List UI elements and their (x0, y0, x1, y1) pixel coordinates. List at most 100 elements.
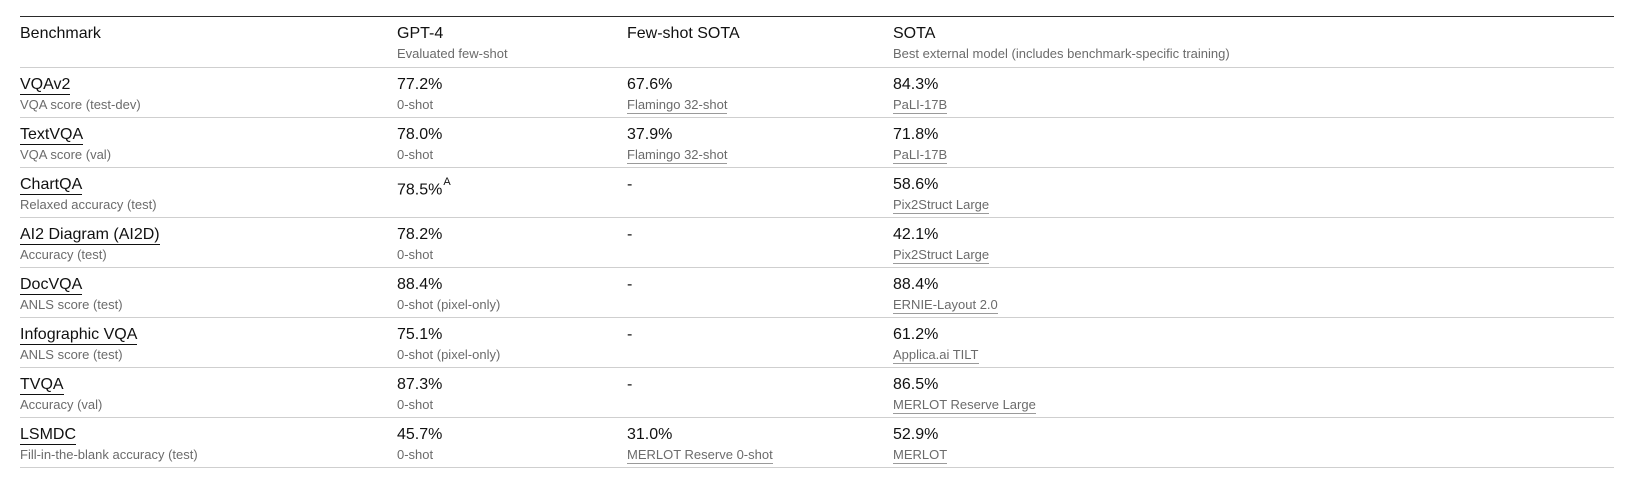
gpt4-cell: 78.5%A (397, 168, 622, 217)
sota-model-link[interactable]: ERNIE-Layout 2.0 (893, 297, 998, 314)
benchmark-metric: Accuracy (test) (20, 247, 107, 262)
fewshot-cell: - (627, 368, 907, 417)
sota-model-link[interactable]: Pix2Struct Large (893, 247, 990, 264)
benchmark-link[interactable]: ChartQA (20, 176, 83, 195)
header-fewshot: Few-shot SOTA (627, 25, 740, 42)
gpt4-score: 77.2% (397, 76, 443, 93)
gpt4-score: 75.1% (397, 326, 443, 343)
benchmark-link[interactable]: TVQA (20, 376, 64, 395)
gpt4-setting: 0-shot (397, 97, 434, 112)
gpt4-setting: 0-shot (pixel-only) (397, 297, 501, 312)
header-sota-sub: Best external model (includes benchmark-… (893, 46, 1230, 61)
header-cell-benchmark: Benchmark (20, 17, 390, 67)
header-sota: SOTA (893, 25, 936, 42)
header-gpt4: GPT-4 (397, 25, 444, 42)
sota-score: 71.8% (893, 126, 939, 143)
gpt4-setting: 0-shot (397, 397, 434, 412)
table-body: VQAv2 VQA score (test-dev) 77.2% 0-shot … (20, 68, 1614, 468)
sota-score: 52.9% (893, 426, 939, 443)
gpt4-score: 88.4% (397, 276, 443, 293)
header-cell-sota: SOTA Best external model (includes bench… (893, 17, 1593, 67)
sota-cell: 52.9% MERLOT (893, 418, 1593, 467)
sota-model-link[interactable]: PaLI-17B (893, 147, 948, 164)
benchmark-cell: ChartQA Relaxed accuracy (test) (20, 168, 390, 217)
gpt4-cell: 87.3% 0-shot (397, 368, 622, 417)
gpt4-score: 45.7% (397, 426, 443, 443)
header-gpt4-sub: Evaluated few-shot (397, 46, 508, 61)
gpt4-setting: 0-shot (397, 147, 434, 162)
gpt4-setting: 0-shot (397, 447, 434, 462)
fewshot-cell: 37.9% Flamingo 32-shot (627, 118, 907, 167)
benchmark-link[interactable]: LSMDC (20, 426, 77, 445)
benchmark-link[interactable]: VQAv2 (20, 76, 71, 95)
benchmark-link[interactable]: TextVQA (20, 126, 84, 145)
header-benchmark: Benchmark (20, 25, 101, 42)
fewshot-cell: - (627, 268, 907, 317)
fewshot-cell: 67.6% Flamingo 32-shot (627, 68, 907, 117)
fewshot-cell: - (627, 218, 907, 267)
benchmark-cell: VQAv2 VQA score (test-dev) (20, 68, 390, 117)
header-cell-gpt4: GPT-4 Evaluated few-shot (397, 17, 622, 67)
benchmark-link[interactable]: AI2 Diagram (AI2D) (20, 226, 160, 245)
gpt4-score: 78.2% (397, 226, 443, 243)
benchmark-metric: Relaxed accuracy (test) (20, 197, 157, 212)
table-row: AI2 Diagram (AI2D) Accuracy (test) 78.2%… (20, 218, 1614, 268)
benchmark-link[interactable]: DocVQA (20, 276, 83, 295)
gpt4-cell: 45.7% 0-shot (397, 418, 622, 467)
fewshot-cell: - (627, 168, 907, 217)
gpt4-setting: 0-shot (397, 247, 434, 262)
gpt4-cell: 75.1% 0-shot (pixel-only) (397, 318, 622, 367)
gpt4-score: 78.5% (397, 181, 443, 199)
benchmark-table: Benchmark GPT-4 Evaluated few-shot Few-s… (20, 16, 1614, 468)
sota-score: 58.6% (893, 176, 939, 193)
sota-cell: 71.8% PaLI-17B (893, 118, 1593, 167)
fewshot-cell: - (627, 318, 907, 367)
sota-model-link[interactable]: MERLOT (893, 447, 948, 464)
gpt4-cell: 78.0% 0-shot (397, 118, 622, 167)
benchmark-metric: ANLS score (test) (20, 347, 123, 362)
table-row: TextVQA VQA score (val) 78.0% 0-shot 37.… (20, 118, 1614, 168)
fewshot-score: - (627, 376, 633, 393)
benchmark-cell: AI2 Diagram (AI2D) Accuracy (test) (20, 218, 390, 267)
benchmark-cell: TVQA Accuracy (val) (20, 368, 390, 417)
fewshot-score: - (627, 226, 633, 243)
sota-cell: 88.4% ERNIE-Layout 2.0 (893, 268, 1593, 317)
sota-score: 84.3% (893, 76, 939, 93)
benchmark-cell: DocVQA ANLS score (test) (20, 268, 390, 317)
benchmark-metric: ANLS score (test) (20, 297, 123, 312)
fewshot-model-link[interactable]: Flamingo 32-shot (627, 97, 728, 114)
table-row: DocVQA ANLS score (test) 88.4% 0-shot (p… (20, 268, 1614, 318)
sota-model-link[interactable]: PaLI-17B (893, 97, 948, 114)
benchmark-metric: VQA score (val) (20, 147, 112, 162)
benchmark-metric: Fill-in-the-blank accuracy (test) (20, 447, 198, 462)
sota-cell: 42.1% Pix2Struct Large (893, 218, 1593, 267)
sota-cell: 58.6% Pix2Struct Large (893, 168, 1593, 217)
fewshot-score: - (627, 326, 633, 343)
fewshot-score: - (627, 276, 633, 293)
fewshot-score: 37.9% (627, 126, 673, 143)
gpt4-score: 78.0% (397, 126, 443, 143)
gpt4-cell: 88.4% 0-shot (pixel-only) (397, 268, 622, 317)
sota-model-link[interactable]: MERLOT Reserve Large (893, 397, 1036, 414)
fewshot-model-link[interactable]: MERLOT Reserve 0-shot (627, 447, 773, 464)
benchmark-link[interactable]: Infographic VQA (20, 326, 138, 345)
fewshot-model-link[interactable]: Flamingo 32-shot (627, 147, 728, 164)
gpt4-footnote: A (443, 176, 451, 188)
benchmark-metric: VQA score (test-dev) (20, 97, 141, 112)
table-row: Infographic VQA ANLS score (test) 75.1% … (20, 318, 1614, 368)
sota-score: 86.5% (893, 376, 939, 393)
sota-model-link[interactable]: Pix2Struct Large (893, 197, 990, 214)
sota-score: 88.4% (893, 276, 939, 293)
gpt4-score: 87.3% (397, 376, 443, 393)
table-row: VQAv2 VQA score (test-dev) 77.2% 0-shot … (20, 68, 1614, 118)
table-row: TVQA Accuracy (val) 87.3% 0-shot - 86.5%… (20, 368, 1614, 418)
fewshot-score: 67.6% (627, 76, 673, 93)
benchmark-cell: TextVQA VQA score (val) (20, 118, 390, 167)
table-header-row: Benchmark GPT-4 Evaluated few-shot Few-s… (20, 17, 1614, 68)
sota-cell: 84.3% PaLI-17B (893, 68, 1593, 117)
benchmark-cell: Infographic VQA ANLS score (test) (20, 318, 390, 367)
sota-model-link[interactable]: Applica.ai TILT (893, 347, 979, 364)
fewshot-score: 31.0% (627, 426, 673, 443)
table-row: LSMDC Fill-in-the-blank accuracy (test) … (20, 418, 1614, 468)
benchmark-metric: Accuracy (val) (20, 397, 103, 412)
